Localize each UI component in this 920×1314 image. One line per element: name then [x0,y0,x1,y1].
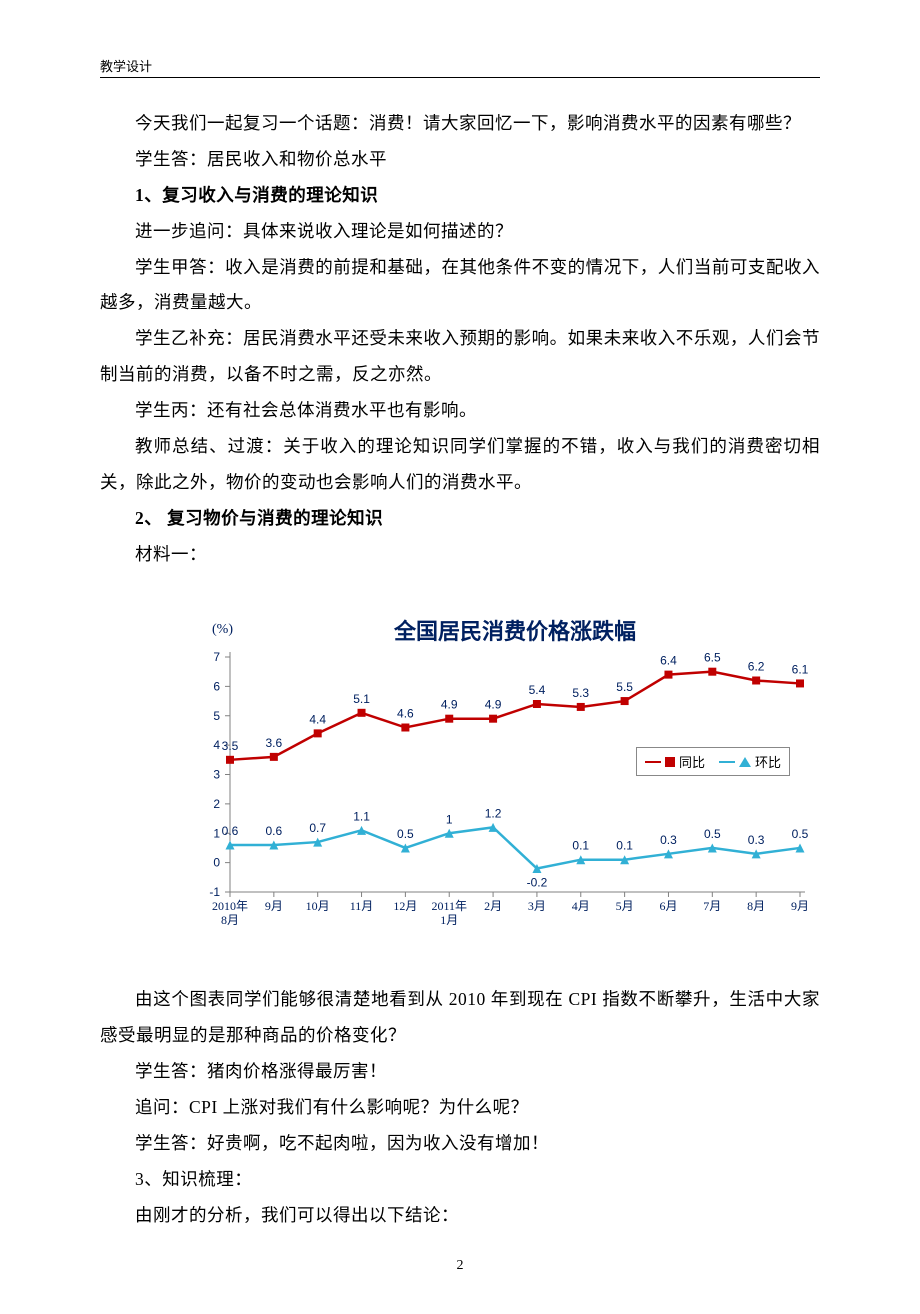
svg-text:9月: 9月 [791,899,809,913]
para-2: 学生答：居民收入和物价总水平 [100,142,820,178]
heading-2: 2、 复习物价与消费的理论知识 [100,501,820,537]
legend-item-huanbi: 环比 [719,752,781,771]
chart-legend: 同比 环比 [636,747,790,776]
svg-text:0: 0 [213,856,220,870]
para-14: 学生答：好贵啊，吃不起肉啦，因为收入没有增加！ [100,1126,820,1162]
svg-text:0.5: 0.5 [792,827,809,841]
svg-text:5.3: 5.3 [572,686,589,700]
svg-text:0.1: 0.1 [616,839,633,853]
para-5: 学生甲答：收入是消费的前提和基础，在其他条件不变的情况下，人们当前可支配收入越多… [100,250,820,322]
svg-text:3.5: 3.5 [222,739,239,753]
svg-text:2010年: 2010年 [212,899,248,913]
svg-text:0.3: 0.3 [748,833,765,847]
svg-text:6.1: 6.1 [792,663,809,677]
svg-text:4: 4 [213,739,220,753]
svg-text:1.1: 1.1 [353,810,370,824]
svg-text:6.4: 6.4 [660,654,677,668]
para-11: 由这个图表同学们能够很清楚地看到从 2010 年到现在 CPI 指数不断攀升，生… [100,982,820,1054]
svg-text:8月: 8月 [221,913,239,927]
para-13: 追问：CPI 上涨对我们有什么影响呢？为什么呢？ [100,1090,820,1126]
svg-text:2月: 2月 [484,899,502,913]
para-7: 学生丙：还有社会总体消费水平也有影响。 [100,393,820,429]
svg-text:5.5: 5.5 [616,680,633,694]
para-6: 学生乙补充：居民消费水平还受未来收入预期的影响。如果未来收入不乐观，人们会节制当… [100,321,820,393]
legend-line-icon [645,761,661,763]
svg-text:3月: 3月 [528,899,546,913]
svg-text:9月: 9月 [265,899,283,913]
svg-text:3: 3 [213,768,220,782]
svg-text:7月: 7月 [703,899,721,913]
chart-svg: (%)全国居民消费价格涨跌幅-1012345672010年8月9月10月11月1… [160,602,820,952]
svg-text:8月: 8月 [747,899,765,913]
para-16: 由刚才的分析，我们可以得出以下结论： [100,1198,820,1234]
svg-text:3.6: 3.6 [266,736,283,750]
header-label: 教学设计 [100,56,152,75]
legend-item-tongbi: 同比 [645,752,705,771]
svg-text:1月: 1月 [440,913,458,927]
svg-text:6月: 6月 [659,899,677,913]
svg-text:全国居民消费价格涨跌幅: 全国居民消费价格涨跌幅 [393,619,636,644]
svg-text:-0.2: -0.2 [527,876,548,890]
svg-text:2011年: 2011年 [431,899,467,913]
heading-1: 1、复习收入与消费的理论知识 [100,178,820,214]
svg-text:5.1: 5.1 [353,692,370,706]
svg-text:0.6: 0.6 [266,824,283,838]
svg-text:1.2: 1.2 [485,807,502,821]
svg-text:4.6: 4.6 [397,707,414,721]
svg-text:-1: -1 [209,885,220,899]
legend-label-0: 同比 [679,752,705,771]
svg-text:0.3: 0.3 [660,833,677,847]
svg-text:0.6: 0.6 [222,824,239,838]
svg-text:0.5: 0.5 [704,827,721,841]
svg-text:4.4: 4.4 [309,713,326,727]
svg-text:4.9: 4.9 [441,698,458,712]
svg-text:6: 6 [213,680,220,694]
svg-text:(%): (%) [212,622,233,637]
para-8: 教师总结、过渡：关于收入的理论知识同学们掌握的不错，收入与我们的消费密切相关，除… [100,429,820,501]
svg-text:1: 1 [446,813,453,827]
svg-text:5.4: 5.4 [529,683,546,697]
svg-text:4.9: 4.9 [485,698,502,712]
svg-text:4月: 4月 [572,899,590,913]
svg-text:5: 5 [213,709,220,723]
legend-square-icon [665,757,675,767]
page-number: 2 [100,1258,820,1274]
svg-text:6.2: 6.2 [748,660,765,674]
para-12: 学生答：猪肉价格涨得最厉害！ [100,1054,820,1090]
svg-text:0.1: 0.1 [572,839,589,853]
svg-text:5月: 5月 [616,899,634,913]
svg-text:12月: 12月 [393,899,417,913]
svg-text:7: 7 [213,650,220,664]
para-4: 进一步追问：具体来说收入理论是如何描述的？ [100,214,820,250]
svg-text:2: 2 [213,797,220,811]
svg-text:6.5: 6.5 [704,651,721,665]
page-header: 教学设计 [100,56,820,78]
svg-text:10月: 10月 [306,899,330,913]
para-1: 今天我们一起复习一个话题：消费！请大家回忆一下，影响消费水平的因素有哪些？ [100,106,820,142]
para-10: 材料一： [100,537,820,573]
legend-line-icon [719,761,735,763]
svg-text:1: 1 [213,827,220,841]
svg-text:11月: 11月 [350,899,374,913]
legend-triangle-icon [739,757,751,767]
svg-text:0.5: 0.5 [397,827,414,841]
cpi-chart: (%)全国居民消费价格涨跌幅-1012345672010年8月9月10月11月1… [160,602,820,952]
svg-text:0.7: 0.7 [309,821,326,835]
para-15: 3、知识梳理： [100,1162,820,1198]
legend-label-1: 环比 [755,752,781,771]
